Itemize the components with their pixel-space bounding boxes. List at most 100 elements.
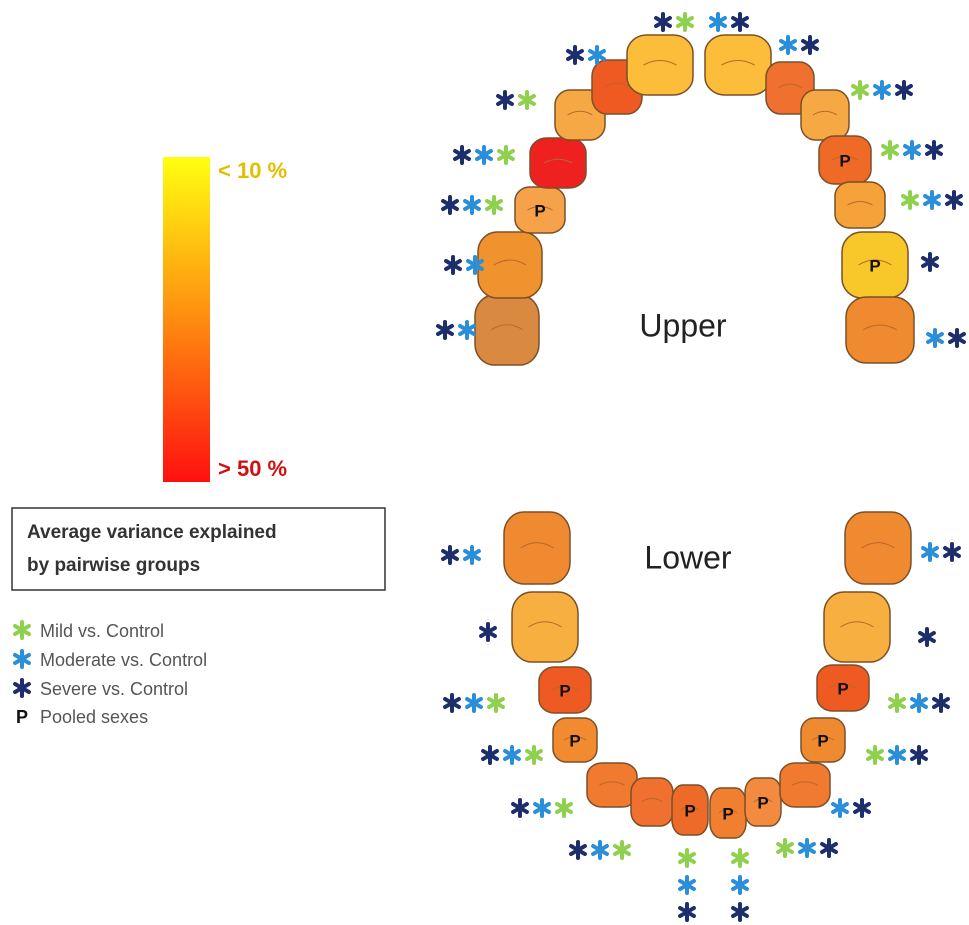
arch-label: Lower — [644, 539, 732, 575]
tooth — [845, 296, 915, 364]
asterisk-stroke — [569, 844, 587, 856]
asterisk-stroke — [511, 802, 529, 814]
asterisk — [932, 693, 950, 713]
asterisk-stroke — [588, 49, 606, 61]
tooth-label: P — [757, 793, 768, 812]
asterisk — [866, 745, 884, 765]
asterisk — [776, 838, 794, 858]
tooth-groove — [858, 259, 892, 266]
asterisk-stroke — [458, 324, 476, 336]
asterisk — [441, 545, 459, 565]
tooth — [511, 591, 579, 663]
asterisk-stroke — [678, 906, 696, 918]
tooth — [630, 777, 674, 827]
asterisk — [463, 545, 481, 565]
asterisk-stroke — [676, 16, 694, 28]
tooth — [529, 137, 587, 189]
asterisk-stroke — [925, 144, 943, 156]
asterisk — [13, 678, 31, 698]
asterisk — [798, 838, 816, 858]
tooth-label: P — [559, 681, 570, 700]
asterisk — [676, 12, 694, 32]
tooth — [823, 591, 891, 663]
asterisk-stroke — [709, 16, 727, 28]
asterisk — [613, 840, 631, 860]
asterisk-stroke — [525, 749, 543, 761]
asterisk-stroke — [831, 802, 849, 814]
tooth-groove — [528, 621, 562, 628]
asterisk — [463, 195, 481, 215]
asterisk — [588, 45, 606, 65]
asterisk — [444, 255, 462, 275]
asterisk-stroke — [888, 697, 906, 709]
asterisk-stroke — [926, 332, 944, 344]
asterisk-stroke — [948, 332, 966, 344]
asterisk — [458, 320, 476, 340]
asterisk-stroke — [851, 84, 869, 96]
tooth-groove — [604, 82, 630, 88]
asterisk — [779, 35, 797, 55]
asterisk — [910, 745, 928, 765]
arch-label: Upper — [639, 307, 727, 343]
asterisk — [851, 80, 869, 100]
tooth-groove — [862, 324, 898, 331]
tooth — [538, 666, 592, 714]
scale-bottom-label: > 50 % — [218, 456, 287, 481]
asterisk — [441, 195, 459, 215]
asterisk-stroke — [503, 749, 521, 761]
tooth-groove — [551, 686, 579, 691]
asterisk-stroke — [533, 802, 551, 814]
asterisk — [921, 252, 939, 272]
asterisk — [466, 255, 484, 275]
tooth — [586, 762, 638, 808]
asterisk-stroke — [481, 749, 499, 761]
asterisk — [485, 195, 503, 215]
asterisk-stroke — [798, 842, 816, 854]
tooth — [474, 294, 540, 366]
asterisk — [910, 693, 928, 713]
tooth-label: P — [569, 731, 580, 750]
asterisk — [496, 90, 514, 110]
tooth-groove — [811, 736, 835, 741]
tooth-groove — [490, 324, 524, 331]
tooth-groove — [493, 259, 527, 266]
asterisk — [888, 693, 906, 713]
tooth — [626, 34, 694, 96]
asterisk — [921, 542, 939, 562]
asterisk-stroke — [463, 549, 481, 561]
asterisk — [918, 627, 936, 647]
tooth — [816, 664, 870, 712]
asterisk — [925, 140, 943, 160]
asterisk-stroke — [678, 852, 696, 864]
asterisk-stroke — [13, 653, 31, 665]
legend-box-line: by pairwise groups — [27, 555, 200, 576]
tooth-label: P — [817, 731, 828, 750]
asterisk — [873, 80, 891, 100]
tooth-groove — [567, 110, 593, 116]
asterisk — [731, 875, 749, 895]
tooth-groove — [777, 83, 803, 89]
asterisk — [903, 140, 921, 160]
asterisk-stroke — [903, 144, 921, 156]
asterisk — [566, 45, 584, 65]
asterisk — [555, 798, 573, 818]
asterisk-stroke — [921, 256, 939, 268]
tooth-label: P — [534, 201, 545, 220]
asterisk — [13, 620, 31, 640]
tooth-groove — [831, 155, 859, 161]
asterisk-stroke — [463, 199, 481, 211]
tooth — [800, 89, 850, 141]
asterisk-stroke — [475, 149, 493, 161]
asterisk — [503, 745, 521, 765]
asterisk — [479, 622, 497, 642]
asterisk-stroke — [441, 199, 459, 211]
legend-box — [11, 507, 386, 591]
tooth-groove — [829, 684, 857, 689]
asterisk-stroke — [881, 144, 899, 156]
tooth-groove — [792, 781, 818, 786]
legend-label: Mild vs. Control — [40, 621, 164, 641]
asterisk — [497, 145, 515, 165]
tooth-groove — [753, 797, 773, 803]
tooth — [779, 762, 831, 808]
asterisk-stroke — [466, 259, 484, 271]
